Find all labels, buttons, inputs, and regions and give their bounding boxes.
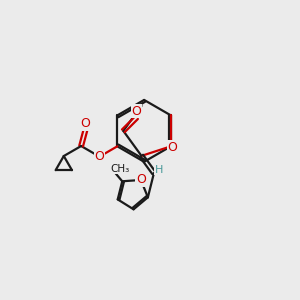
- Text: O: O: [167, 141, 177, 154]
- Text: O: O: [94, 150, 104, 163]
- Text: O: O: [80, 117, 90, 130]
- Text: H: H: [154, 165, 163, 175]
- Text: O: O: [136, 173, 146, 187]
- Text: CH₃: CH₃: [110, 164, 129, 174]
- Text: O: O: [132, 105, 142, 118]
